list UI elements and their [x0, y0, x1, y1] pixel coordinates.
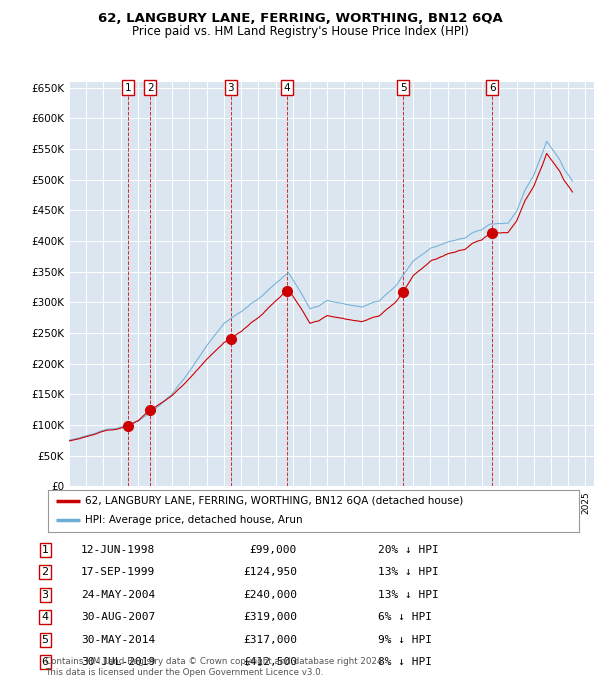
Text: HPI: Average price, detached house, Arun: HPI: Average price, detached house, Arun [85, 515, 303, 526]
Text: 3: 3 [41, 590, 49, 600]
Text: 13% ↓ HPI: 13% ↓ HPI [378, 590, 439, 600]
Text: 2: 2 [41, 567, 49, 577]
Text: 17-SEP-1999: 17-SEP-1999 [81, 567, 155, 577]
Text: £99,000: £99,000 [250, 545, 297, 555]
Text: 62, LANGBURY LANE, FERRING, WORTHING, BN12 6QA: 62, LANGBURY LANE, FERRING, WORTHING, BN… [98, 12, 502, 25]
Text: Contains HM Land Registry data © Crown copyright and database right 2024.
This d: Contains HM Land Registry data © Crown c… [45, 657, 385, 677]
Text: 4: 4 [41, 612, 49, 622]
Text: Price paid vs. HM Land Registry's House Price Index (HPI): Price paid vs. HM Land Registry's House … [131, 25, 469, 38]
Text: 3: 3 [227, 83, 234, 92]
Text: 6% ↓ HPI: 6% ↓ HPI [378, 612, 432, 622]
Text: 1: 1 [41, 545, 49, 555]
Text: 20% ↓ HPI: 20% ↓ HPI [378, 545, 439, 555]
Text: 8% ↓ HPI: 8% ↓ HPI [378, 657, 432, 667]
Text: 30-MAY-2014: 30-MAY-2014 [81, 634, 155, 645]
Text: £124,950: £124,950 [243, 567, 297, 577]
Text: 13% ↓ HPI: 13% ↓ HPI [378, 567, 439, 577]
Text: 24-MAY-2004: 24-MAY-2004 [81, 590, 155, 600]
Text: 6: 6 [489, 83, 496, 92]
Text: £319,000: £319,000 [243, 612, 297, 622]
Text: 12-JUN-1998: 12-JUN-1998 [81, 545, 155, 555]
Text: 30-JUL-2019: 30-JUL-2019 [81, 657, 155, 667]
Text: 5: 5 [41, 634, 49, 645]
Text: 30-AUG-2007: 30-AUG-2007 [81, 612, 155, 622]
Text: 4: 4 [284, 83, 290, 92]
Text: £240,000: £240,000 [243, 590, 297, 600]
Text: 9% ↓ HPI: 9% ↓ HPI [378, 634, 432, 645]
Text: £412,500: £412,500 [243, 657, 297, 667]
Text: 5: 5 [400, 83, 406, 92]
Text: 2: 2 [147, 83, 154, 92]
Text: 62, LANGBURY LANE, FERRING, WORTHING, BN12 6QA (detached house): 62, LANGBURY LANE, FERRING, WORTHING, BN… [85, 496, 463, 506]
Text: 6: 6 [41, 657, 49, 667]
Text: 1: 1 [125, 83, 131, 92]
Text: £317,000: £317,000 [243, 634, 297, 645]
